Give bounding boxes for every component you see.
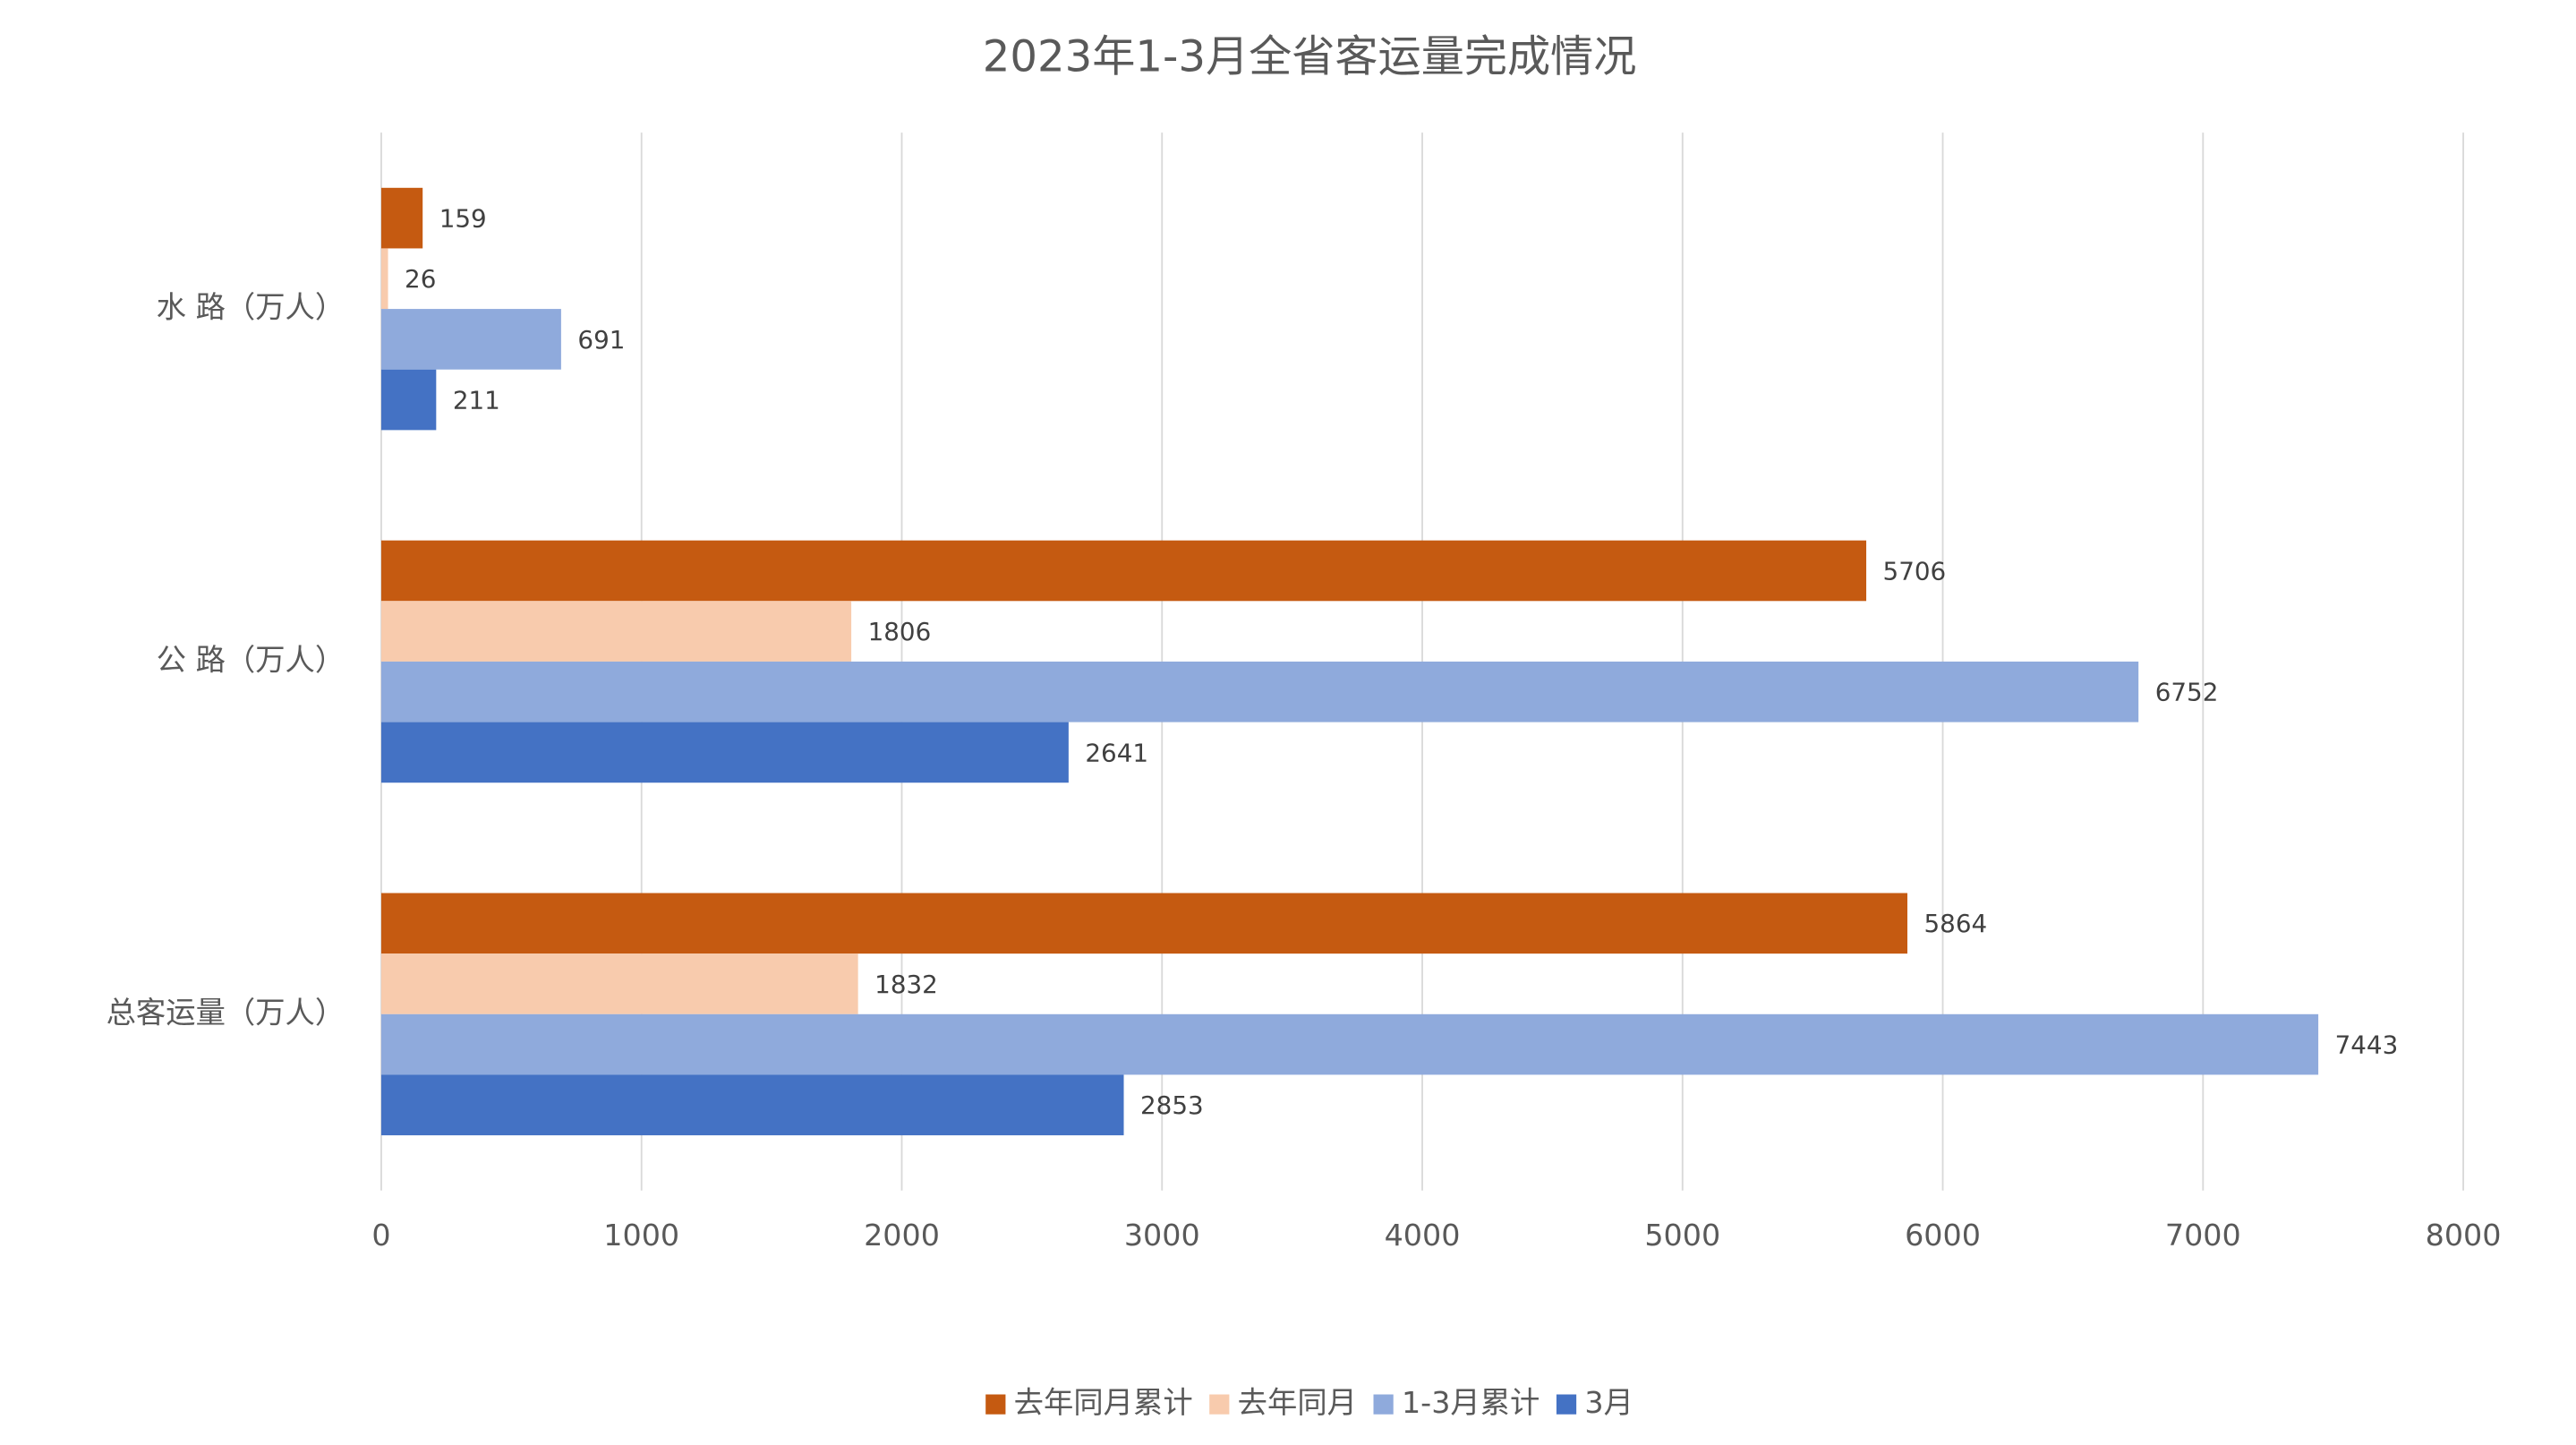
data-label: 5706 bbox=[1883, 556, 1947, 586]
bar bbox=[380, 309, 561, 370]
x-tick-label: 7000 bbox=[2165, 1218, 2241, 1253]
data-label: 6752 bbox=[2155, 678, 2219, 707]
x-tick-label: 3000 bbox=[1124, 1218, 1200, 1253]
legend-swatch bbox=[1556, 1394, 1577, 1415]
x-tick-label: 8000 bbox=[2426, 1218, 2502, 1253]
data-label: 5864 bbox=[1924, 909, 1988, 938]
x-tick-label: 4000 bbox=[1385, 1218, 1461, 1253]
data-label: 159 bbox=[439, 203, 487, 233]
y-tick-label: 总客运量（万人） bbox=[107, 995, 345, 1030]
data-label: 1806 bbox=[868, 617, 932, 646]
data-label: 2853 bbox=[1140, 1090, 1204, 1120]
bar bbox=[380, 953, 858, 1014]
bar bbox=[380, 248, 388, 310]
y-tick-label: 水 路（万人） bbox=[157, 290, 345, 325]
legend: 去年同月累计 去年同月 1-3月累计 3月 bbox=[985, 1385, 1633, 1420]
data-label: 26 bbox=[405, 264, 436, 294]
bar bbox=[380, 893, 1907, 954]
bar bbox=[380, 722, 1069, 783]
bar bbox=[380, 661, 2139, 722]
legend-label: 1-3月累计 bbox=[1402, 1385, 1540, 1420]
bar bbox=[380, 369, 437, 431]
chart-title: 2023年1-3月全省客运量完成情况 bbox=[983, 32, 1637, 82]
bar bbox=[380, 1013, 2319, 1075]
x-tick-label: 6000 bbox=[1905, 1218, 1981, 1253]
x-tick-label: 1000 bbox=[603, 1218, 679, 1253]
legend-swatch bbox=[1373, 1394, 1394, 1415]
bar bbox=[380, 187, 423, 249]
bar bbox=[380, 540, 1867, 602]
y-tick-label: 公 路（万人） bbox=[157, 642, 345, 677]
legend-label: 3月 bbox=[1584, 1385, 1633, 1420]
data-label: 2641 bbox=[1085, 738, 1148, 767]
data-label: 211 bbox=[453, 385, 500, 415]
legend-swatch bbox=[1209, 1394, 1230, 1415]
bar bbox=[380, 601, 852, 662]
data-label: 1832 bbox=[874, 970, 938, 999]
data-label: 7443 bbox=[2335, 1030, 2399, 1059]
legend-label: 去年同月 bbox=[1238, 1385, 1357, 1420]
x-tick-label: 0 bbox=[371, 1218, 390, 1253]
bar bbox=[380, 1074, 1124, 1136]
x-tick-label: 2000 bbox=[864, 1218, 940, 1253]
data-label: 691 bbox=[577, 325, 625, 355]
legend-label: 去年同月累计 bbox=[1014, 1385, 1193, 1420]
legend-swatch bbox=[985, 1394, 1006, 1415]
x-tick-label: 5000 bbox=[1644, 1218, 1720, 1253]
